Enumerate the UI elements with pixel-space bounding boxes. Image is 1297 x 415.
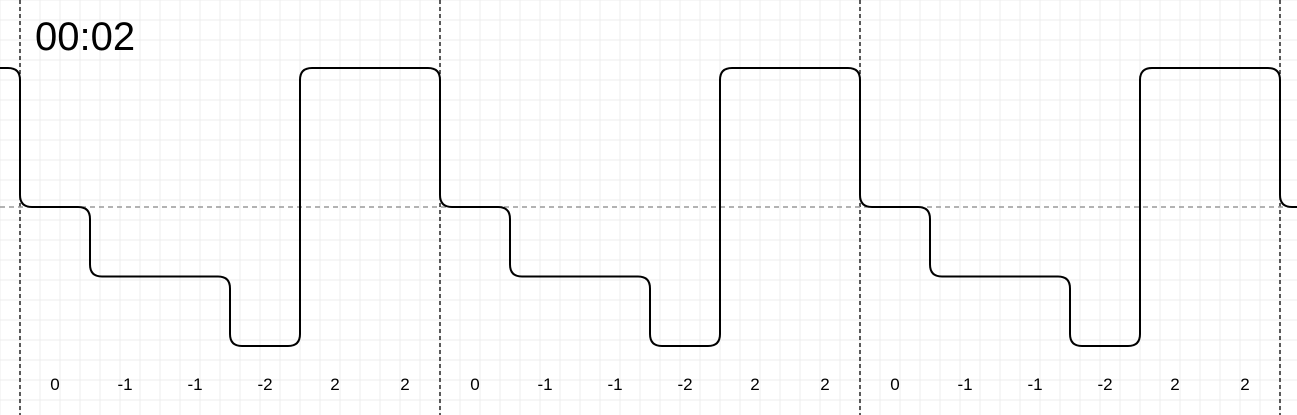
symbol-label: -1 <box>607 375 622 394</box>
symbol-label: -1 <box>537 375 552 394</box>
symbol-label: 0 <box>50 375 59 394</box>
symbol-label: -2 <box>1097 375 1112 394</box>
symbol-label: 0 <box>470 375 479 394</box>
symbol-label: 2 <box>330 375 339 394</box>
symbol-labels: 0 -1 -1 -2 2 2 0 -1 -1 -2 2 2 0 -1 -1 -2 2 2 <box>50 375 1249 394</box>
symbol-label: -1 <box>1027 375 1042 394</box>
symbol-label: -1 <box>187 375 202 394</box>
elapsed-timer: 00:02 <box>35 15 135 59</box>
symbol-label: -2 <box>677 375 692 394</box>
symbol-label: -1 <box>957 375 972 394</box>
symbol-label: -2 <box>257 375 272 394</box>
symbol-label: 2 <box>400 375 409 394</box>
symbol-label: 2 <box>750 375 759 394</box>
symbol-label: -1 <box>117 375 132 394</box>
symbol-label: 2 <box>820 375 829 394</box>
symbol-label: 0 <box>890 375 899 394</box>
symbol-label: 2 <box>1240 375 1249 394</box>
symbol-label: 2 <box>1170 375 1179 394</box>
